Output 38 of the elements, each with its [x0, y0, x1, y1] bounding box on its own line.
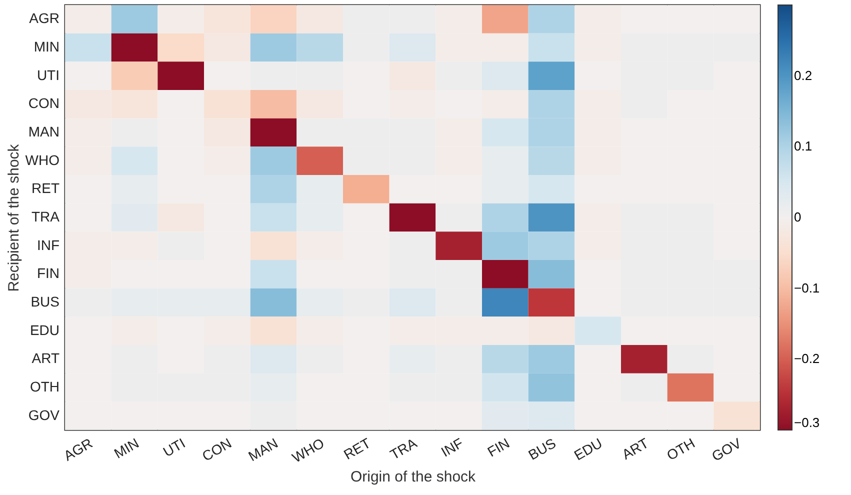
- y-tick-label: EDU: [30, 322, 60, 338]
- y-tick-label: INF: [36, 236, 60, 253]
- y-tick-label: TRA: [32, 208, 60, 224]
- color-bar-label: −0.2: [794, 351, 820, 366]
- y-tick-label: CON: [28, 95, 60, 112]
- color-bar-label: −0.3: [794, 415, 820, 430]
- x-tick-label: MIN: [111, 434, 142, 462]
- x-tick-label: MAN: [246, 434, 280, 464]
- y-tick-label: MAN: [28, 124, 60, 140]
- y-tick-label: FIN: [36, 265, 60, 282]
- x-tick-label: FIN: [484, 434, 512, 460]
- color-bar-label: 0.2: [794, 68, 812, 83]
- x-tick-label: WHO: [289, 434, 327, 466]
- y-tick-label: AGR: [29, 10, 60, 26]
- y-tick-label: WHO: [25, 152, 60, 168]
- x-tick-label: INF: [438, 434, 466, 460]
- x-tick-label: CON: [199, 434, 234, 464]
- x-tick-label: EDU: [571, 434, 605, 464]
- x-tick-label: UTI: [160, 434, 188, 460]
- x-axis-title: Origin of the shock: [350, 468, 476, 486]
- color-bar-label: 0: [794, 210, 802, 224]
- y-tick-label: ART: [32, 350, 60, 366]
- x-tick-label: BUS: [526, 434, 558, 464]
- x-tick-label: GOV: [708, 434, 744, 464]
- x-tick-label: TRA: [387, 434, 420, 463]
- y-tick-label: OTH: [30, 378, 60, 394]
- x-tick-label: AGR: [60, 434, 96, 464]
- y-tick-label: MIN: [34, 38, 60, 54]
- x-tick-label: ART: [619, 434, 652, 462]
- color-bar-label: −0.1: [794, 280, 820, 296]
- y-tick-label: GOV: [28, 406, 60, 423]
- x-tick-label: OTH: [664, 434, 698, 464]
- x-tick-label: RET: [340, 434, 374, 463]
- y-tick-label: UTI: [36, 66, 60, 83]
- y-tick-label: BUS: [30, 294, 60, 310]
- y-tick-label: RET: [32, 180, 60, 196]
- y-axis-title: Recipient of the shock: [5, 144, 22, 292]
- color-bar-label: 0.1: [794, 138, 812, 154]
